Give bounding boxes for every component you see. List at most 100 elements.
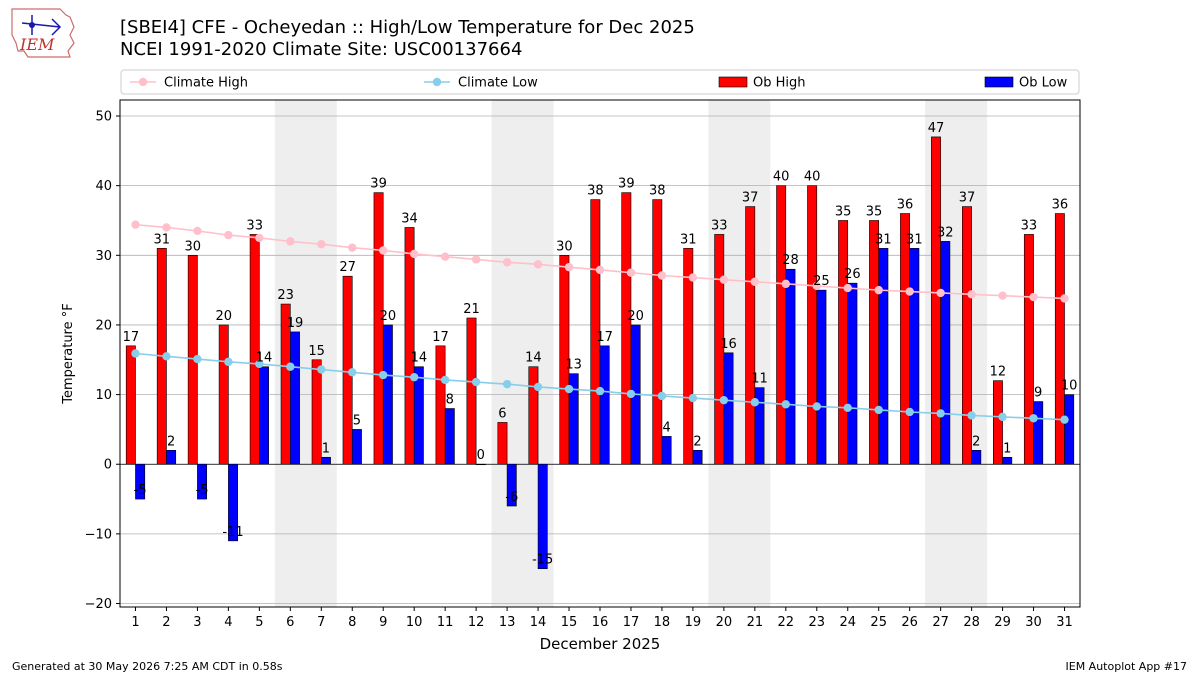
legend-bar-swatch: [718, 76, 748, 88]
climate-high-point: [533, 260, 543, 269]
x-tick-label: 5: [255, 615, 263, 630]
ob-low-label: 14: [256, 351, 273, 366]
climate-low-point: [409, 372, 419, 382]
climate-low-point: [440, 375, 450, 385]
ob-high-bar: [559, 255, 570, 465]
climate-high-point: [379, 246, 388, 255]
ob-high-bar: [621, 192, 632, 465]
ob-low-bar: [940, 241, 951, 465]
climate-low-point: [626, 389, 636, 399]
x-tick-label: 8: [348, 615, 356, 630]
climate-high-point: [781, 279, 791, 289]
ob-low-label: 2: [693, 434, 701, 449]
ob-low-label: 32: [937, 225, 954, 240]
climate-low-point: [564, 384, 574, 394]
x-tick-label: 26: [901, 615, 918, 630]
ob-low-bar: [568, 373, 579, 465]
climate-low-point: [131, 349, 140, 358]
ob-high-bar: [249, 234, 260, 465]
ob-low-bar: [320, 456, 331, 465]
climate-high-point: [440, 252, 450, 261]
ob-high-label: 20: [215, 309, 232, 324]
ob-high-label: 36: [1052, 198, 1069, 213]
x-tick-label: 23: [809, 615, 826, 630]
chart-title: [SBEI4] CFE - Ocheyedan :: High/Low Temp…: [120, 17, 695, 61]
climate-high-point: [193, 226, 202, 236]
climate-high-point: [750, 277, 760, 286]
ob-low-label: 20: [380, 309, 397, 324]
ob-low-label: 9: [1034, 386, 1042, 401]
legend-label: Climate Low: [458, 76, 538, 91]
climate-high-point: [936, 288, 945, 298]
climate-high-point: [162, 223, 171, 232]
ob-high-bar: [683, 248, 694, 465]
ob-high-bar: [652, 199, 663, 465]
ob-high-label: 30: [185, 239, 202, 254]
x-tick-label: 3: [193, 615, 201, 630]
x-tick-label: 31: [1056, 615, 1073, 630]
y-tick-label: 30: [95, 249, 112, 264]
ob-low-bar: [413, 366, 424, 465]
ob-high-label: 15: [308, 344, 325, 359]
ob-high-label: 39: [618, 177, 635, 192]
climate-high-point: [905, 287, 914, 296]
climate-low-point: [224, 357, 233, 367]
x-tick-label: 27: [932, 615, 949, 630]
ob-low-bar: [1064, 394, 1075, 465]
ob-high-label: 39: [370, 177, 387, 192]
climate-high-point: [471, 255, 481, 264]
ob-low-bar: [382, 324, 393, 465]
x-tick-label: 20: [716, 615, 733, 630]
x-tick-label: 28: [963, 615, 980, 630]
ob-high-label: 31: [154, 232, 171, 247]
ob-low-label: 8: [446, 393, 454, 408]
ob-high-bar: [807, 185, 818, 465]
y-tick-label: 20: [95, 318, 112, 333]
climate-low-point: [317, 365, 326, 374]
climate-low-point: [379, 370, 388, 380]
ob-low-bar: [754, 387, 765, 465]
climate-high-point: [1060, 294, 1069, 303]
ob-high-bar: [992, 380, 1003, 465]
climate-low-point: [533, 382, 543, 392]
ob-low-bar: [475, 463, 486, 466]
ob-low-bar: [537, 463, 548, 569]
ob-low-bar: [816, 289, 827, 465]
climate-low-point: [657, 391, 667, 401]
ob-high-bar: [218, 324, 229, 465]
ob-low-bar: [135, 463, 146, 500]
ob-low-bar: [723, 352, 734, 465]
climate-high-point: [874, 285, 883, 295]
logo-text: IEM: [19, 35, 55, 54]
ob-high-label: 40: [804, 170, 821, 185]
ob-high-bar: [714, 234, 725, 465]
x-axis-label: December 2025: [540, 635, 661, 653]
x-tick-label: 30: [1025, 615, 1042, 630]
title-line-1: [SBEI4] CFE - Ocheyedan :: High/Low Temp…: [120, 17, 695, 38]
ob-low-label: 14: [411, 351, 428, 366]
climate-low-point: [998, 412, 1007, 422]
climate-low-point: [193, 354, 202, 364]
ob-low-label: 25: [813, 274, 830, 289]
ob-high-label: 17: [123, 330, 140, 345]
legend: Climate High Climate Low Ob High Ob Low: [120, 69, 1080, 95]
ob-low-label: -6: [505, 490, 518, 505]
legend-label: Climate High: [164, 76, 248, 91]
ob-low-bar: [599, 345, 610, 465]
ob-high-label: 23: [277, 288, 294, 303]
x-tick-label: 15: [561, 615, 578, 630]
climate-high-point: [255, 233, 264, 243]
ob-low-bar: [1033, 401, 1044, 465]
ob-low-bar: [166, 450, 177, 465]
legend-marker: [432, 77, 442, 87]
ob-high-bar: [311, 359, 322, 465]
ob-low-label: 20: [627, 309, 644, 324]
ob-high-bar: [869, 220, 880, 465]
climate-high-point: [224, 230, 233, 240]
ob-low-label: -15: [532, 553, 553, 568]
y-tick-label: −10: [85, 527, 112, 542]
ob-high-bar: [745, 206, 756, 465]
ob-low-label: -5: [134, 483, 147, 498]
x-tick-label: 22: [778, 615, 795, 630]
